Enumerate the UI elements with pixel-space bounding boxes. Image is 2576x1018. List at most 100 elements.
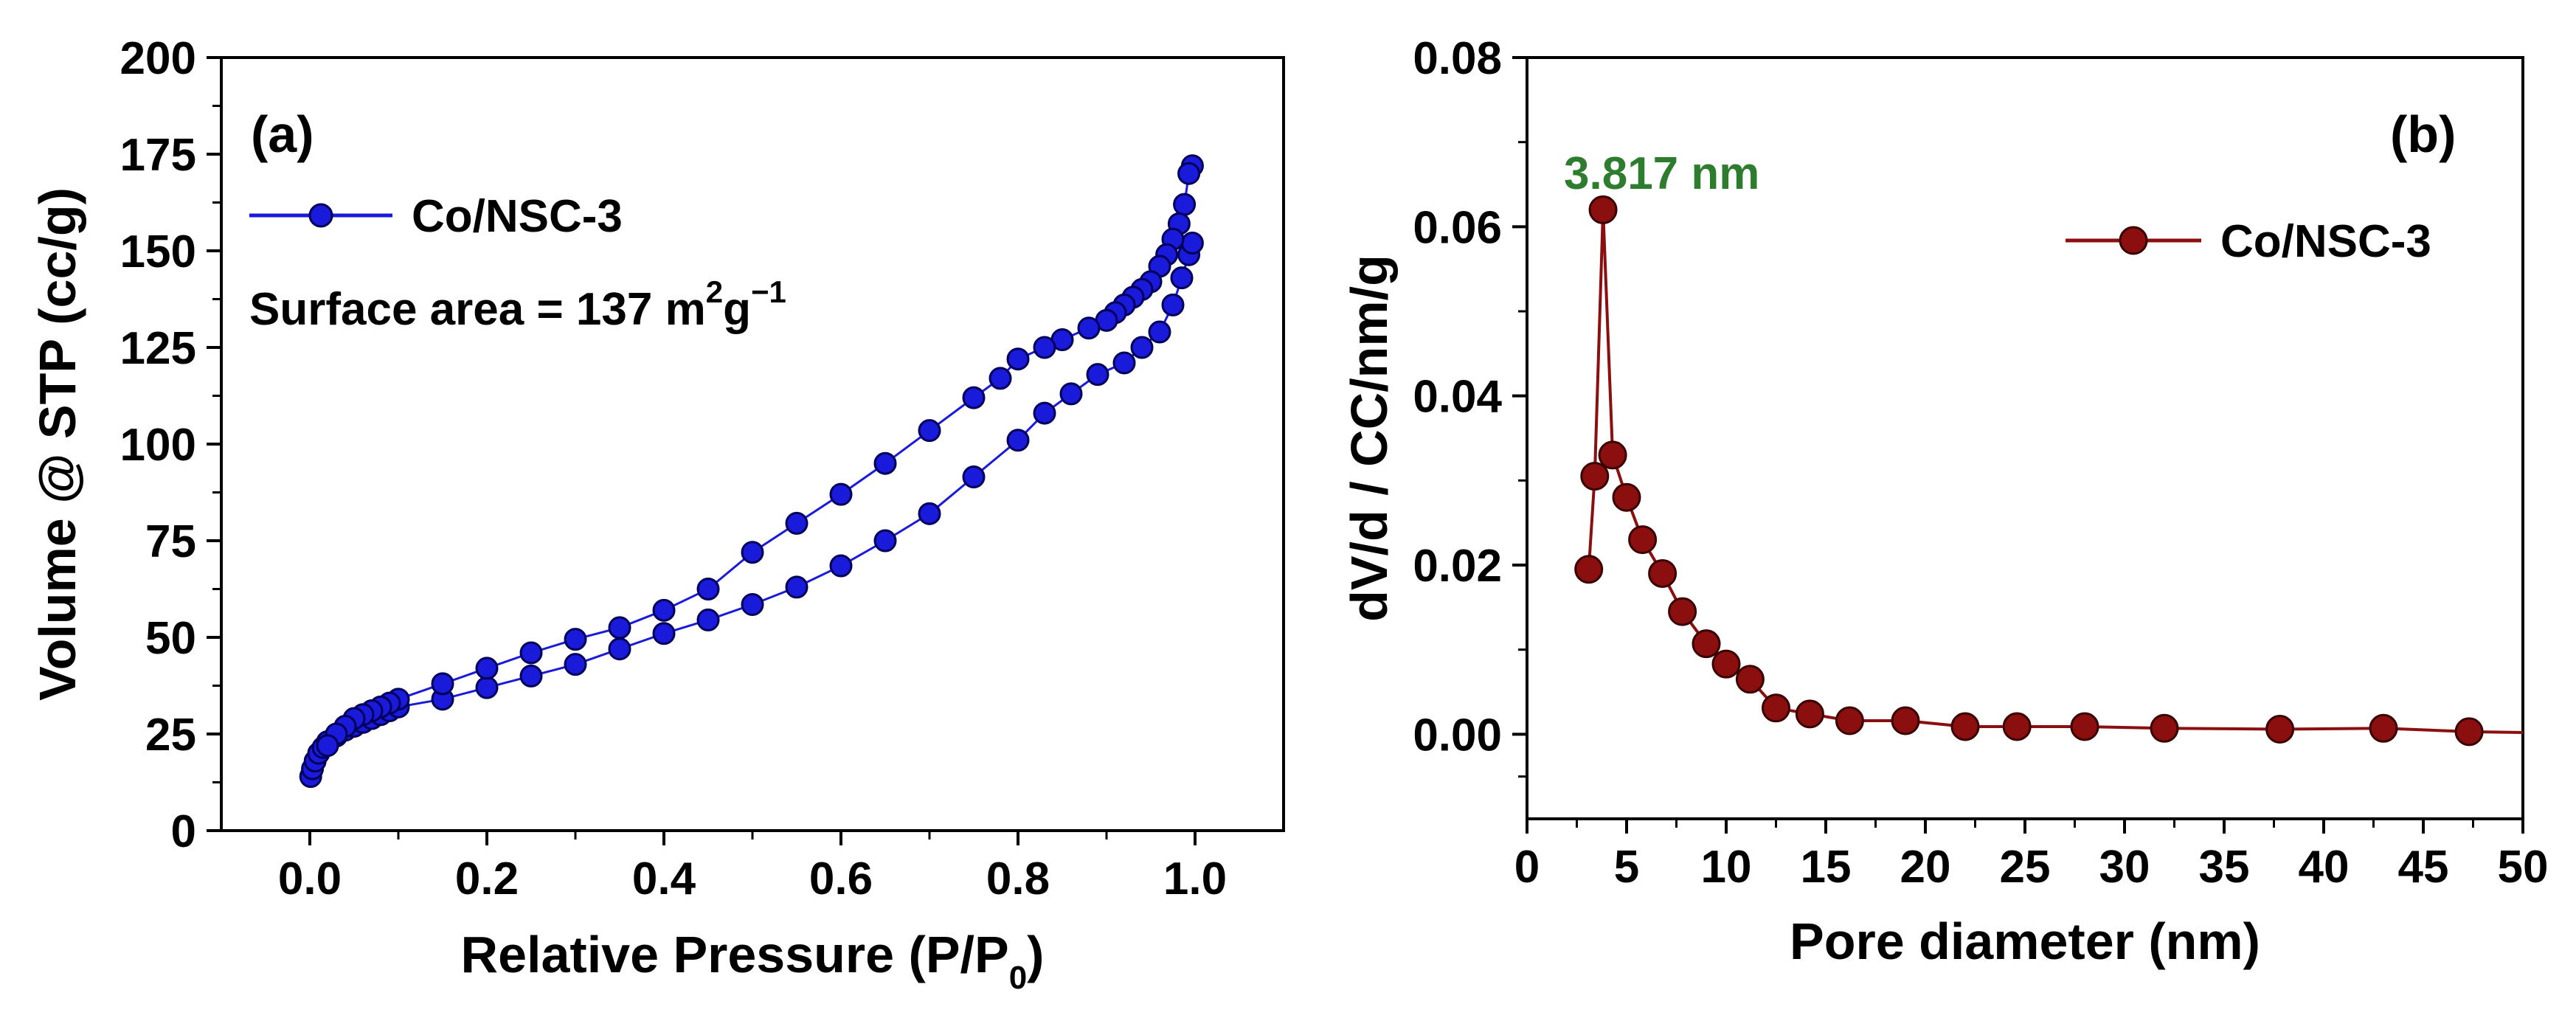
y-tick-label: 50 xyxy=(145,613,196,664)
x-tick-label: 45 xyxy=(2398,842,2449,893)
data-point xyxy=(519,641,543,665)
y-tick-label: 100 xyxy=(120,420,196,471)
y-tick-label: 0.06 xyxy=(1413,202,1502,253)
panel-b-peak-annotation: 3.817 nm xyxy=(1564,148,1759,199)
x-tick-label: 30 xyxy=(2099,842,2150,893)
data-point xyxy=(1130,336,1154,359)
data-point xyxy=(1668,597,1697,626)
data-point xyxy=(431,672,454,696)
y-tick-label: 150 xyxy=(120,226,196,277)
data-point xyxy=(1006,347,1030,371)
y-tick-label: 0 xyxy=(171,806,196,857)
data-point xyxy=(608,616,631,640)
panel-a-legend-label: Co/NSC-3 xyxy=(412,191,623,242)
data-point xyxy=(1574,555,1604,584)
data-point xyxy=(1795,699,1824,729)
data-point xyxy=(564,628,587,651)
panel-a-legend: Co/NSC-3 xyxy=(249,191,623,242)
panel-b-ylabel: dV/d / CC/nm/g xyxy=(1340,254,1398,622)
panel-a-isotherm: 0.0 0.2 0.4 0.6 0.8 1.00255075100125150175200… xyxy=(29,33,1285,996)
panel-b-legend-label: Co/NSC-3 xyxy=(2220,216,2431,267)
data-point xyxy=(741,592,764,616)
x-tick-label: 0.6 xyxy=(809,853,873,904)
data-point xyxy=(962,465,986,489)
panel-a-legend-marker xyxy=(308,203,333,228)
data-point xyxy=(1173,193,1197,216)
data-point xyxy=(1612,482,1641,512)
data-point xyxy=(1735,665,1765,694)
data-point xyxy=(741,541,764,564)
data-point xyxy=(785,575,809,599)
data-point xyxy=(918,419,941,443)
x-tick-label: 10 xyxy=(1701,842,1752,893)
data-point xyxy=(1006,429,1030,452)
data-point xyxy=(1580,462,1610,491)
data-point xyxy=(873,529,897,553)
x-tick-label: 0.8 xyxy=(986,853,1050,904)
x-tick-label: 50 xyxy=(2498,842,2549,893)
data-point xyxy=(564,653,587,676)
x-tick-label: 0.4 xyxy=(632,853,696,904)
data-point xyxy=(652,598,676,622)
x-tick-label: 0 xyxy=(1514,842,1540,893)
data-point xyxy=(2454,717,2484,747)
data-point xyxy=(1598,440,1627,470)
x-tick-label: 40 xyxy=(2299,842,2350,893)
data-point xyxy=(519,664,543,688)
data-point xyxy=(316,734,339,758)
data-point xyxy=(652,622,676,645)
data-point xyxy=(475,657,499,680)
data-point xyxy=(1033,401,1056,425)
x-tick-label: 5 xyxy=(1614,842,1639,893)
x-tick-label: 1.0 xyxy=(1163,853,1227,904)
data-point xyxy=(1077,316,1101,340)
y-tick-label: 25 xyxy=(145,710,196,761)
data-point xyxy=(1148,320,1171,344)
y-tick-label: 200 xyxy=(120,33,196,84)
data-point xyxy=(2369,713,2398,743)
data-point xyxy=(918,502,941,525)
surface-area-sup1: 2 xyxy=(706,274,723,309)
x-tick-label: 0.0 xyxy=(278,853,342,904)
x-tick-label: 25 xyxy=(2000,842,2051,893)
data-point xyxy=(2150,713,2179,743)
panel-a-xlabel: Relative Pressure (P/P0) xyxy=(461,926,1045,996)
data-point xyxy=(475,676,499,699)
panel-b-ticks: 0 5 10 15 20 25 30 35 40 45 50 0.00 0.02 0.04 0.06 0.08 xyxy=(1413,33,2548,893)
data-point xyxy=(1588,195,1618,224)
data-point xyxy=(2070,712,2099,741)
data-point xyxy=(1648,558,1677,588)
data-point xyxy=(829,482,853,506)
data-point xyxy=(1762,693,1790,723)
data-point xyxy=(1033,336,1056,359)
data-point xyxy=(1692,629,1721,659)
data-point xyxy=(1950,712,1980,741)
data-point xyxy=(1891,706,1920,735)
data-point xyxy=(696,578,720,600)
panel-a-ylabel: Volume @ STP (cc/g) xyxy=(29,187,86,701)
panel-b-pore-distribution: 0 5 10 15 20 25 30 35 40 45 50 0.00 0.02 0.04 0.06 0.08… xyxy=(1340,33,2548,970)
surface-area-sup2: −1 xyxy=(751,274,786,309)
data-point xyxy=(2002,712,2032,741)
data-point xyxy=(988,367,1012,390)
data-point xyxy=(785,511,809,535)
x-tick-label: 35 xyxy=(2199,842,2250,893)
panel-a-label: (a) xyxy=(251,105,314,163)
x-tick-label: 20 xyxy=(1900,842,1951,893)
panel-b-series xyxy=(1574,195,2524,747)
surface-area-g: g xyxy=(723,284,751,335)
panel-a-ticks: 0.0 0.2 0.4 0.6 0.8 1.0 0 25 50 75 100 125 150 175 200 xyxy=(120,33,1228,904)
panel-b-legend: Co/NSC-3 xyxy=(2066,216,2431,267)
panel-b-legend-marker xyxy=(2119,226,2148,255)
y-tick-label: 125 xyxy=(120,323,196,374)
xlabel-close: ) xyxy=(1027,926,1044,983)
surface-area-prefix: Surface area = 137 m xyxy=(249,284,706,335)
xlabel-sub: 0 xyxy=(1009,960,1027,996)
data-point xyxy=(1628,525,1658,555)
data-point xyxy=(1059,382,1083,406)
xlabel-main: Relative Pressure (P/P xyxy=(461,926,1009,983)
data-point xyxy=(1170,266,1194,290)
series-line-desorption xyxy=(326,165,1194,747)
x-tick-label: 15 xyxy=(1801,842,1852,893)
